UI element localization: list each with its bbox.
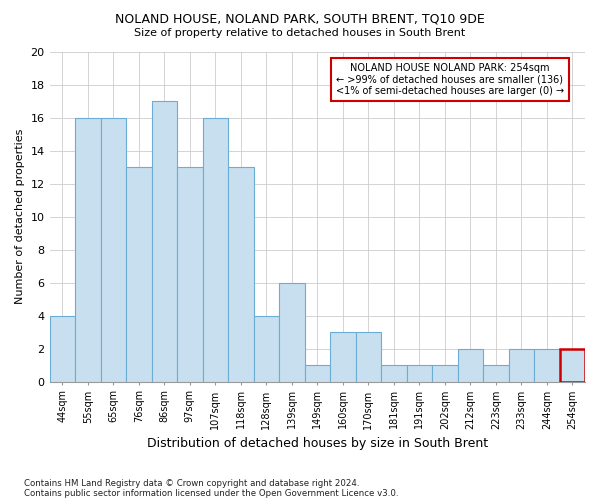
Bar — [228, 167, 254, 382]
Bar — [177, 167, 203, 382]
Bar — [75, 118, 101, 382]
Bar — [305, 365, 330, 382]
Y-axis label: Number of detached properties: Number of detached properties — [15, 129, 25, 304]
Bar — [483, 365, 509, 382]
Text: NOLAND HOUSE NOLAND PARK: 254sqm
← >99% of detached houses are smaller (136)
<1%: NOLAND HOUSE NOLAND PARK: 254sqm ← >99% … — [336, 63, 564, 96]
Text: NOLAND HOUSE, NOLAND PARK, SOUTH BRENT, TQ10 9DE: NOLAND HOUSE, NOLAND PARK, SOUTH BRENT, … — [115, 12, 485, 26]
Bar — [509, 348, 534, 382]
Bar — [458, 348, 483, 382]
Bar — [254, 316, 279, 382]
Bar — [126, 167, 152, 382]
Bar — [432, 365, 458, 382]
Bar — [381, 365, 407, 382]
Bar — [152, 101, 177, 382]
Text: Contains HM Land Registry data © Crown copyright and database right 2024.: Contains HM Land Registry data © Crown c… — [24, 478, 359, 488]
Bar — [407, 365, 432, 382]
Bar — [50, 316, 75, 382]
Text: Size of property relative to detached houses in South Brent: Size of property relative to detached ho… — [134, 28, 466, 38]
Bar — [203, 118, 228, 382]
Text: Contains public sector information licensed under the Open Government Licence v3: Contains public sector information licen… — [24, 488, 398, 498]
Bar — [560, 348, 585, 382]
Bar — [279, 282, 305, 382]
Bar — [101, 118, 126, 382]
X-axis label: Distribution of detached houses by size in South Brent: Distribution of detached houses by size … — [147, 437, 488, 450]
Bar — [356, 332, 381, 382]
Bar — [534, 348, 560, 382]
Bar — [330, 332, 356, 382]
